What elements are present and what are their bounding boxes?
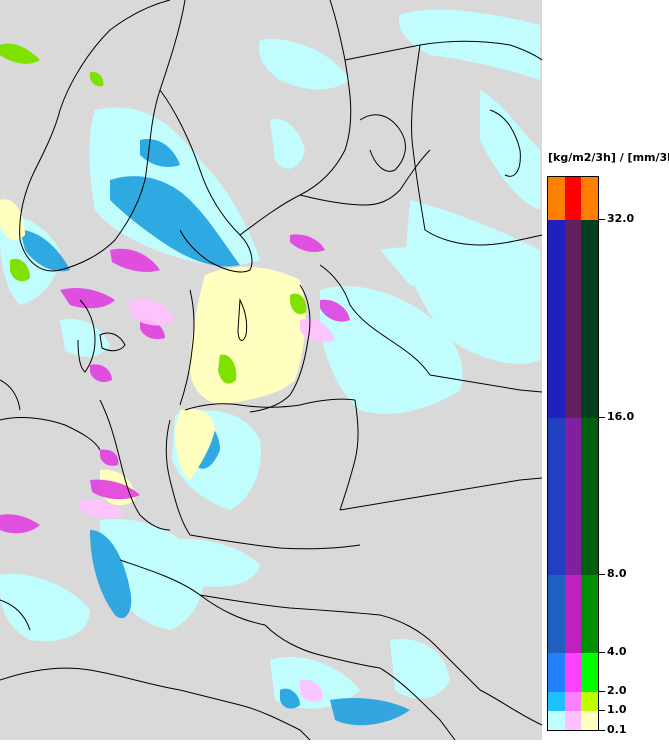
legend-panel: [kg/m2/3h] / [mm/3h] 32.0 16.0 8.0 4.0 2… xyxy=(542,0,669,740)
legend-swatch xyxy=(548,177,565,220)
legend-unit-label: [kg/m2/3h] / [mm/3h] xyxy=(548,151,669,164)
legend-tick-mark xyxy=(599,730,605,731)
legend-swatch xyxy=(565,177,581,220)
legend-swatch xyxy=(581,575,598,653)
legend-swatch xyxy=(581,177,598,220)
legend-swatches xyxy=(548,177,598,730)
legend-swatch xyxy=(581,418,598,575)
legend-tick-4: 4.0 xyxy=(607,645,627,658)
legend-tick-8: 8.0 xyxy=(607,567,627,580)
legend-swatch xyxy=(581,220,598,418)
legend-tick-2: 2.0 xyxy=(607,684,627,697)
legend-swatch xyxy=(565,711,581,730)
legend-swatch xyxy=(548,220,565,418)
legend-color-scale xyxy=(547,176,599,731)
legend-swatch xyxy=(581,692,598,711)
legend-swatch xyxy=(581,711,598,730)
legend-swatch xyxy=(565,575,581,653)
legend-swatch xyxy=(548,692,565,711)
legend-tick-mark xyxy=(599,574,605,575)
legend-tick-mark xyxy=(599,652,605,653)
legend-swatch xyxy=(548,711,565,730)
precip-light-blue xyxy=(0,9,540,709)
legend-tick-mark xyxy=(599,417,605,418)
legend-tick-0-1: 0.1 xyxy=(607,723,627,736)
legend-tick-16: 16.0 xyxy=(607,410,635,423)
legend-swatch xyxy=(548,418,565,575)
map-canvas xyxy=(0,0,543,741)
legend-tick-mark xyxy=(599,691,605,692)
legend-swatch xyxy=(565,692,581,711)
precip-magenta xyxy=(0,234,350,534)
precipitation-map xyxy=(0,0,543,741)
legend-swatch xyxy=(565,220,581,418)
coastlines-and-borders xyxy=(0,0,543,741)
legend-swatch xyxy=(565,418,581,575)
legend-swatch xyxy=(565,653,581,692)
precip-green xyxy=(0,43,307,384)
legend-swatch xyxy=(548,575,565,653)
legend-swatch xyxy=(548,653,565,692)
legend-swatch xyxy=(581,653,598,692)
legend-tick-mark xyxy=(599,710,605,711)
legend-tick-1: 1.0 xyxy=(607,703,627,716)
legend-tick-32: 32.0 xyxy=(607,212,635,225)
legend-tick-mark xyxy=(599,219,605,220)
